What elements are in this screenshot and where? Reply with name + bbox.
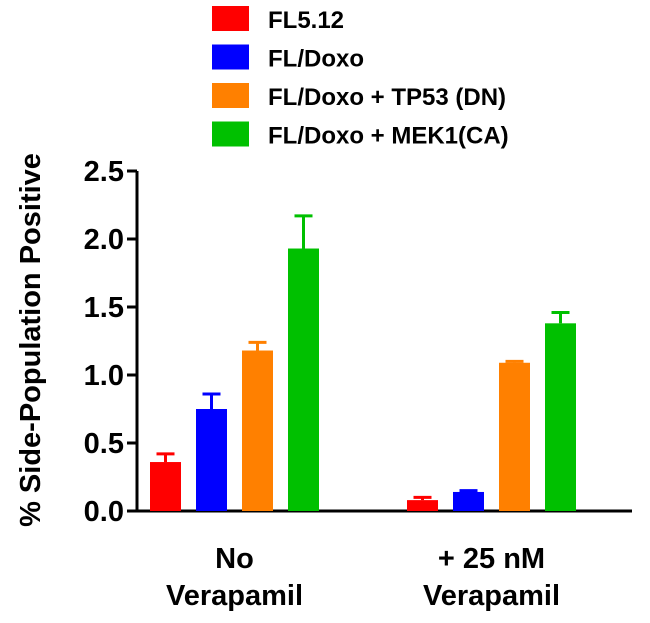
legend-label: FL/Doxo + MEK1(CA) <box>268 123 509 150</box>
bar <box>407 500 438 511</box>
x-category-label: Verapamil <box>166 580 303 612</box>
bar <box>196 409 227 511</box>
bar <box>499 362 530 511</box>
legend-label: FL5.12 <box>268 7 344 34</box>
legend-swatch <box>212 83 249 108</box>
y-tick-label: 0.5 <box>84 428 124 460</box>
y-tick-label: 1.5 <box>84 292 124 324</box>
legend-label: FL/Doxo <box>268 46 364 73</box>
x-axis: No Verapamil + 25 nM Verapamil <box>136 509 632 612</box>
bar <box>288 248 319 511</box>
bar <box>453 491 484 511</box>
legend-swatch <box>212 121 249 147</box>
x-category-label: No <box>215 543 254 575</box>
y-tick-label: 2.5 <box>84 156 124 188</box>
legend: FL5.12 FL/Doxo FL/Doxo + TP53 (DN) FL/Doxo … <box>212 6 509 150</box>
y-axis-label: % Side-Population Positive <box>15 153 47 527</box>
bar <box>150 462 181 511</box>
legend-label: FL/Doxo + TP53 (DN) <box>268 84 506 111</box>
y-tick-label: 1.0 <box>84 360 124 392</box>
y-tick-label: 0.0 <box>84 496 124 528</box>
y-axis: 0.0 0.5 1.0 1.5 2.0 2.5 <box>84 156 139 528</box>
legend-swatch <box>212 44 249 70</box>
bar <box>242 350 273 511</box>
y-tick-label: 2.0 <box>84 224 124 256</box>
legend-swatch <box>212 6 249 31</box>
x-category-label: Verapamil <box>423 580 560 612</box>
x-category-label: + 25 nM <box>438 543 545 575</box>
bars <box>150 214 576 511</box>
bar <box>545 323 576 511</box>
